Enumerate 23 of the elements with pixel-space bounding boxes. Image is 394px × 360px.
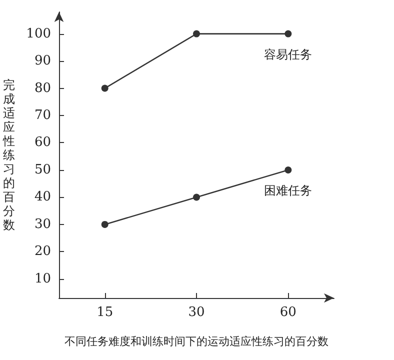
text: 完成适应性练习的百分数 — [3, 78, 15, 232]
y-tick-label: 10 — [34, 271, 51, 286]
point — [284, 30, 292, 38]
point — [193, 194, 200, 201]
point — [101, 220, 108, 228]
point — [193, 30, 200, 38]
y-tick-label: 20 — [34, 244, 51, 260]
y-tick-label: 60 — [34, 135, 51, 150]
x-axis-title: 不同任务难度和训练时间下的运动适应性练习的百分数 — [64, 335, 328, 348]
x-tick-label: 15 — [96, 305, 114, 320]
y-tick-label: 70 — [34, 108, 51, 124]
series-label: 困难任务 — [264, 183, 312, 198]
x-tick-label: 30 — [188, 305, 205, 320]
series-label: 容易任务 — [264, 47, 312, 62]
y-tick-label: 40 — [34, 190, 51, 205]
y-tick-label: 50 — [34, 162, 51, 178]
x-tick-label: 60 — [280, 305, 296, 320]
y-tick-label: 90 — [34, 54, 51, 69]
y-tick-label: 30 — [34, 216, 51, 232]
point — [284, 166, 292, 174]
y-tick-label: 80 — [34, 80, 51, 96]
y-tick-label: 100 — [26, 26, 51, 42]
point — [101, 84, 108, 92]
